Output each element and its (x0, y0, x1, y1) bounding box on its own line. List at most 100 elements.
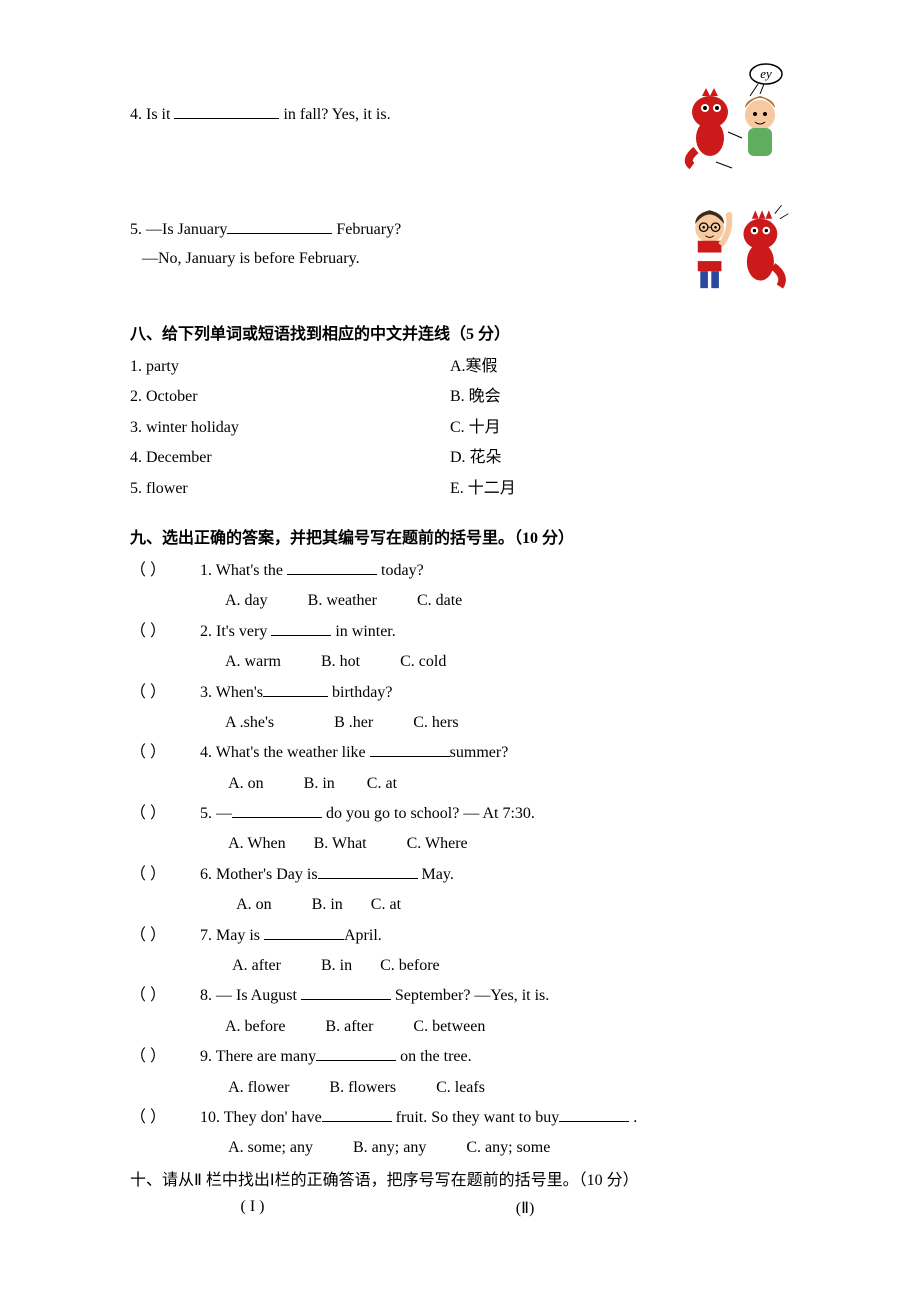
mcq-question-line: （ ）9. There are many on the tree. (130, 1042, 790, 1072)
mcq-question-line: （ ）5. — do you go to school? — At 7:30. (130, 799, 790, 829)
mcq-question-text: 7. May is April. (200, 921, 790, 951)
mcq-item: （ ）10. They don' have fruit. So they wan… (130, 1103, 790, 1164)
mcq-item: （ ）4. What's the weather like summer? A.… (130, 738, 790, 799)
mcq-item: （ ）8. — Is August September? —Yes, it is… (130, 981, 790, 1042)
match-row: 1. party A.寒假 (130, 352, 790, 382)
mcq-options: A. When B. What C. Where (130, 829, 790, 859)
answer-paren[interactable]: （ ） (130, 860, 200, 890)
mcq-options: A. warm B. hot C. cold (130, 647, 790, 677)
fill-q5-image (680, 190, 790, 300)
answer-paren[interactable]: （ ） (130, 1103, 200, 1133)
mcq-blank[interactable] (559, 1121, 629, 1122)
cartoon-dino-girl-icon: ey (680, 60, 790, 170)
mcq-question-text: 10. They don' have fruit. So they want t… (200, 1103, 790, 1133)
mcq-question-line: （ ）4. What's the weather like summer? (130, 738, 790, 768)
answer-paren[interactable]: （ ） (130, 556, 200, 586)
answer-paren[interactable]: （ ） (130, 617, 200, 647)
match-left: 3. winter holiday (130, 413, 450, 443)
match-left: 5. flower (130, 474, 450, 504)
fill-q4-text: 4. Is it in fall? Yes, it is. (130, 101, 660, 130)
answer-paren[interactable]: （ ） (130, 738, 200, 768)
section10-col1: ( I ) (130, 1198, 375, 1218)
answer-paren[interactable]: （ ） (130, 678, 200, 708)
mcq-blank[interactable] (318, 878, 418, 879)
mcq-question-line: （ ）3. When's birthday? (130, 678, 790, 708)
mcq-item: （ ）6. Mother's Day is May. A. on B. in C… (130, 860, 790, 921)
mcq-blank[interactable] (322, 1121, 392, 1122)
mcq-question-line: （ ）10. They don' have fruit. So they wan… (130, 1103, 790, 1133)
mcq-item: （ ）1. What's the today?A. day B. weather… (130, 556, 790, 617)
fill-q4-prefix: 4. Is it (130, 106, 174, 123)
mcq-blank[interactable] (301, 999, 391, 1000)
match-row: 4. December D. 花朵 (130, 443, 790, 473)
section10-title: 十、请从Ⅱ 栏中找出Ⅰ栏的正确答语，把序号写在题前的括号里。（10 分） (130, 1166, 790, 1190)
match-right: C. 十月 (450, 413, 501, 443)
fill-q4-suffix: in fall? Yes, it is. (283, 106, 390, 123)
match-left: 4. December (130, 443, 450, 473)
section9-title: 九、选出正确的答案，并把其编号写在题前的括号里。（10 分） (130, 524, 790, 548)
mcq-question-text: 3. When's birthday? (200, 678, 790, 708)
mcq-options: A. before B. after C. between (130, 1012, 790, 1042)
mcq-options: A. on B. in C. at (130, 890, 790, 920)
match-left: 1. party (130, 352, 450, 382)
mcq-options: A .she's B .her C. hers (130, 708, 790, 738)
match-right: A.寒假 (450, 352, 498, 382)
mcq-question-line: （ ）6. Mother's Day is May. (130, 860, 790, 890)
section10-col2: (Ⅱ) (375, 1198, 675, 1218)
mcq-item: （ ）3. When's birthday?A .she's B .her C.… (130, 678, 790, 739)
mcq-question-text: 4. What's the weather like summer? (200, 738, 790, 768)
answer-paren[interactable]: （ ） (130, 799, 200, 829)
mcq-item: （ ）5. — do you go to school? — At 7:30. … (130, 799, 790, 860)
mcq-item: （ ）7. May is April. A. after B. in C. be… (130, 921, 790, 982)
mcq-question-text: 6. Mother's Day is May. (200, 860, 790, 890)
section10-columns: ( I ) (Ⅱ) (130, 1198, 790, 1218)
mcq-blank[interactable] (287, 574, 377, 575)
match-right: D. 花朵 (450, 443, 502, 473)
mcq-question-text: 1. What's the today? (200, 556, 790, 586)
fill-q5-line1-suffix: February? (332, 221, 401, 238)
fill-q5-row: 5. —Is January February? —No, January is… (130, 190, 790, 300)
cartoon-boy-dino-icon (680, 190, 790, 300)
mcq-question-text: 5. — do you go to school? — At 7:30. (200, 799, 790, 829)
mcq-options: A. some; any B. any; any C. any; some (130, 1133, 790, 1163)
mcq-options: A. flower B. flowers C. leafs (130, 1073, 790, 1103)
answer-paren[interactable]: （ ） (130, 981, 200, 1011)
mcq-question-text: 8. — Is August September? —Yes, it is. (200, 981, 790, 1011)
mcq-blank[interactable] (316, 1060, 396, 1061)
fill-q5-blank[interactable] (227, 233, 332, 234)
mcq-question-line: （ ）1. What's the today? (130, 556, 790, 586)
mcq-question-text: 2. It's very in winter. (200, 617, 790, 647)
mcq-blank[interactable] (271, 635, 331, 636)
section8-table: 1. party A.寒假 2. October B. 晚会 3. winter… (130, 352, 790, 504)
match-left: 2. October (130, 382, 450, 412)
mcq-question-line: （ ）7. May is April. (130, 921, 790, 951)
fill-q5-line1-prefix: 5. —Is January (130, 221, 227, 238)
match-row: 2. October B. 晚会 (130, 382, 790, 412)
fill-q5-line2: —No, January is before February. (142, 250, 360, 267)
section8-title: 八、给下列单词或短语找到相应的中文并连线（5 分） (130, 320, 790, 344)
mcq-question-line: （ ）8. — Is August September? —Yes, it is… (130, 981, 790, 1011)
mcq-blank[interactable] (232, 817, 322, 818)
match-right: B. 晚会 (450, 382, 501, 412)
answer-paren[interactable]: （ ） (130, 1042, 200, 1072)
mcq-question-text: 9. There are many on the tree. (200, 1042, 790, 1072)
mcq-item: （ ）9. There are many on the tree. A. flo… (130, 1042, 790, 1103)
fill-q4-image: ey (680, 60, 790, 170)
mcq-blank[interactable] (370, 756, 450, 757)
fill-q4-row: 4. Is it in fall? Yes, it is. ey (130, 60, 790, 170)
match-row: 3. winter holiday C. 十月 (130, 413, 790, 443)
fill-q4-blank[interactable] (174, 118, 279, 119)
mcq-blank[interactable] (264, 939, 344, 940)
mcq-item: （ ）2. It's very in winter.A. warm B. hot… (130, 617, 790, 678)
mcq-question-line: （ ）2. It's very in winter. (130, 617, 790, 647)
svg-text:ey: ey (760, 66, 772, 81)
section9-list: （ ）1. What's the today?A. day B. weather… (130, 556, 790, 1164)
mcq-options: A. on B. in C. at (130, 769, 790, 799)
match-row: 5. flower E. 十二月 (130, 474, 790, 504)
mcq-options: A. after B. in C. before (130, 951, 790, 981)
fill-q5-text: 5. —Is January February? —No, January is… (130, 216, 660, 274)
mcq-blank[interactable] (263, 696, 328, 697)
mcq-options: A. day B. weather C. date (130, 586, 790, 616)
match-right: E. 十二月 (450, 474, 516, 504)
answer-paren[interactable]: （ ） (130, 921, 200, 951)
